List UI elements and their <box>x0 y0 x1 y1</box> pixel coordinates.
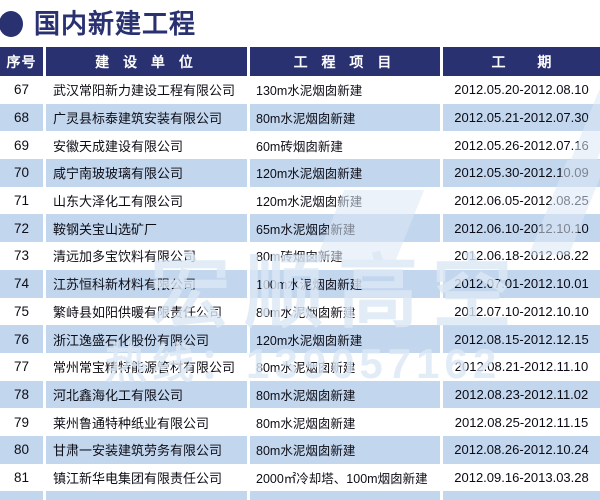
cell-no: 76 <box>0 325 43 353</box>
cell-company: 清远加多宝饮料有限公司 <box>53 249 197 265</box>
cell-no: 79 <box>13 414 30 430</box>
header-company: 建 设 单 位 <box>46 47 247 76</box>
table-row: 81 镇江新华电集团有限责任公司 2000㎡冷却塔、100m烟囱新建 2012.… <box>0 464 600 492</box>
cell-company: 浙江逸盛石化股份有限公司 <box>46 325 247 353</box>
cell-project: 80m水泥烟囱新建 <box>256 305 356 320</box>
cell-no: 80 <box>0 435 43 464</box>
table-row: 75 繁峙县如阳供暖有限责任公司 80m水泥烟囱新建 2012.07.10-20… <box>0 298 600 326</box>
cell-period: 2012.05.20-2012.08.10 <box>454 82 589 98</box>
cell-no: 77 <box>13 359 30 375</box>
cell-no: 73 <box>13 248 30 264</box>
cell-period: 2012.08.25-2012.11.15 <box>454 414 589 430</box>
cell-period: 2012.05.26-2012.07.16 <box>454 137 589 153</box>
cell-period: 2012.06.10-2012.10.10 <box>443 214 600 243</box>
table-row: 68 广灵县标泰建筑安装有限公司 80m水泥烟囱新建 2012.05.21-20… <box>0 103 600 132</box>
cell-project: 65m水泥烟囱新建 <box>250 214 440 243</box>
table-row: 76 浙江逸盛石化股份有限公司 120m水泥烟囱新建 2012.08.15-20… <box>0 325 600 353</box>
cell-no: 81 <box>13 469 30 485</box>
table-row: 78 河北鑫海化工有限公司 80m水泥烟囱新建 2012.08.23-2012.… <box>0 380 600 409</box>
cell-period: 2012.08.15-2012.12.15 <box>443 325 600 353</box>
table-row: 77 常州常宝精特能源管材有限公司 80m水泥烟囱新建 2012.08.21-2… <box>0 353 600 381</box>
cell-period: 2012.06.05-2012.08.25 <box>454 193 589 209</box>
cell-company: 河北鑫海化工有限公司 <box>46 380 247 409</box>
cell-period: 2012.08.23-2012.11.02 <box>443 380 600 409</box>
page-title: 国内新建工程 <box>34 8 197 39</box>
cell-company <box>46 491 247 500</box>
cell-project: 80m水泥烟囱新建 <box>256 416 356 431</box>
cell-company: 安徽天成建设有限公司 <box>53 138 184 154</box>
cell-period: 2012.07.01-2012.10.01 <box>443 269 600 298</box>
cell-no: 72 <box>0 214 43 243</box>
cell-no: 71 <box>13 193 30 209</box>
cell-no: 78 <box>0 380 43 409</box>
table-row: 67 武汉常阳新力建设工程有限公司 130m水泥烟囱新建 2012.05.20-… <box>0 76 600 104</box>
cell-period <box>443 491 600 500</box>
cell-period: 2012.07.10-2012.10.10 <box>454 303 589 319</box>
cell-period: 2012.09.16-2013.03.28 <box>454 469 589 485</box>
cell-company: 繁峙县如阳供暖有限责任公司 <box>53 304 223 320</box>
cell-project: 130m水泥烟囱新建 <box>256 84 363 99</box>
cell-no: 75 <box>13 303 30 319</box>
cell-period: 2012.08.21-2012.11.10 <box>454 359 589 375</box>
cell-period: 2012.05.30-2012.10.09 <box>443 159 600 187</box>
cell-project: 80m水泥烟囱新建 <box>250 103 440 132</box>
header-no: 序号 <box>0 47 43 76</box>
table-row: 79 莱州鲁通特种纸业有限公司 80m水泥烟囱新建 2012.08.25-201… <box>0 408 600 436</box>
cell-no: 74 <box>0 269 43 298</box>
cell-project: 80m砖烟囱新建 <box>256 250 343 265</box>
table-row: 70 咸宁南玻玻璃有限公司 120m水泥烟囱新建 2012.05.30-2012… <box>0 159 600 187</box>
cell-company: 镇江新华电集团有限责任公司 <box>53 470 223 486</box>
cell-project: 120m水泥烟囱新建 <box>250 325 440 353</box>
cell-project <box>250 491 440 500</box>
table-row: 69 安徽天成建设有限公司 60m砖烟囱新建 2012.05.26-2012.0… <box>0 131 600 159</box>
cell-company: 江苏恒科新材料有限公司 <box>46 269 247 298</box>
table-row: 74 江苏恒科新材料有限公司 100m水泥烟囱新建 2012.07.01-201… <box>0 269 600 298</box>
cell-project: 80m水泥烟囱新建 <box>250 435 440 464</box>
cell-company: 莱州鲁通特种纸业有限公司 <box>53 415 210 431</box>
cell-company: 山东大泽化工有限公司 <box>53 194 184 210</box>
cell-period: 2012.08.26-2012.10.24 <box>443 435 600 464</box>
cell-no: 70 <box>0 159 43 187</box>
cell-project: 2000㎡冷却塔、100m烟囱新建 <box>256 471 428 486</box>
cell-company: 甘肃一安装建筑劳务有限公司 <box>46 435 247 464</box>
cell-no <box>0 491 43 500</box>
cell-company: 常州常宝精特能源管材有限公司 <box>53 360 236 376</box>
table-header: 序号 建 设 单 位 工 程 项 目 工 期 <box>0 47 600 76</box>
cell-project: 120m水泥烟囱新建 <box>250 159 440 187</box>
table-row: 71 山东大泽化工有限公司 120m水泥烟囱新建 2012.06.05-2012… <box>0 187 600 215</box>
table-row: 73 清远加多宝饮料有限公司 80m砖烟囱新建 2012.06.18-2012.… <box>0 242 600 270</box>
cell-project: 80m水泥烟囱新建 <box>256 361 356 376</box>
cell-period: 2012.06.18-2012.08.22 <box>454 248 589 264</box>
cell-no: 67 <box>13 82 30 98</box>
cell-company: 武汉常阳新力建设工程有限公司 <box>53 83 236 99</box>
cell-company: 鞍钢关宝山选矿厂 <box>46 214 247 243</box>
cell-project: 80m水泥烟囱新建 <box>250 380 440 409</box>
header-project: 工 程 项 目 <box>250 47 440 76</box>
title-bar: 国内新建工程 <box>0 0 600 47</box>
header-period: 工 期 <box>443 47 600 76</box>
cell-company: 咸宁南玻玻璃有限公司 <box>46 159 247 187</box>
cell-company: 广灵县标泰建筑安装有限公司 <box>46 103 247 132</box>
table-row-partial <box>0 491 600 500</box>
table-body: 67 武汉常阳新力建设工程有限公司 130m水泥烟囱新建 2012.05.20-… <box>0 76 600 500</box>
cell-project: 60m砖烟囱新建 <box>256 139 343 154</box>
table-row: 72 鞍钢关宝山选矿厂 65m水泥烟囱新建 2012.06.10-2012.10… <box>0 214 600 243</box>
cell-no: 68 <box>0 103 43 132</box>
cell-project: 120m水泥烟囱新建 <box>256 195 363 210</box>
cell-project: 100m水泥烟囱新建 <box>250 269 440 298</box>
table-row: 80 甘肃一安装建筑劳务有限公司 80m水泥烟囱新建 2012.08.26-20… <box>0 435 600 464</box>
bullet-icon <box>0 10 23 37</box>
cell-period: 2012.05.21-2012.07.30 <box>443 103 600 132</box>
cell-no: 69 <box>13 137 30 153</box>
